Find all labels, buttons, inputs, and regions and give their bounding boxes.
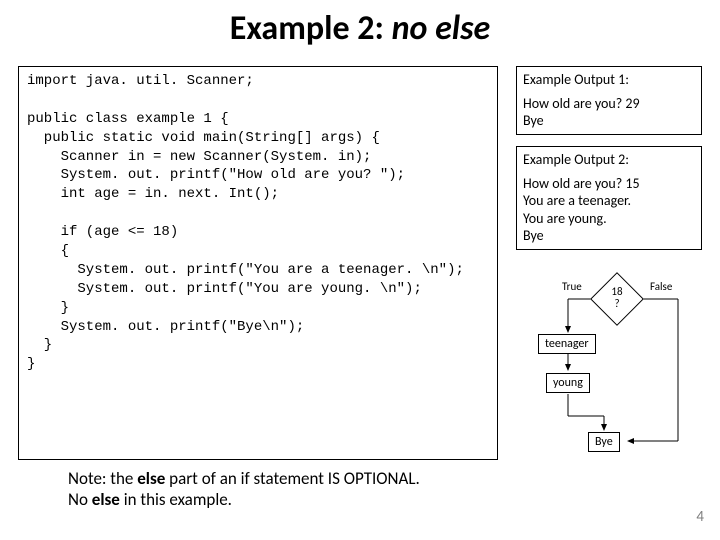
- true-label: True: [562, 280, 582, 293]
- slide-title: Example 2: no else: [0, 0, 720, 55]
- note-bold: else: [137, 468, 165, 489]
- output1-line: How old are you? 29: [523, 95, 695, 113]
- output1-label: Example Output 1:: [523, 71, 695, 89]
- output2-label: Example Output 2:: [523, 151, 695, 169]
- output2-line: How old are you? 15: [523, 175, 695, 193]
- output-box-1: Example Output 1: How old are you? 29 By…: [516, 66, 702, 135]
- note-text: part of an if statement IS OPTIONAL.: [165, 468, 419, 489]
- title-italic: no else: [392, 8, 491, 49]
- output2-line: Bye: [523, 227, 695, 245]
- note-text: in this example.: [120, 489, 232, 510]
- node-bye: Bye: [588, 432, 620, 452]
- footer-note: Note: the else part of an if statement I…: [68, 468, 568, 511]
- cond-bot: ?: [614, 297, 619, 310]
- note-text: Note: the: [68, 468, 137, 489]
- note-bold: else: [92, 489, 120, 510]
- node-teenager: teenager: [538, 334, 596, 354]
- slide-number: 4: [696, 508, 704, 526]
- code-box: import java. util. Scanner; public class…: [18, 66, 498, 460]
- output2-line: You are young.: [523, 210, 695, 228]
- false-label: False: [650, 280, 672, 293]
- node-young: young: [546, 373, 590, 393]
- note-text: No: [68, 489, 92, 510]
- output1-line: Bye: [523, 112, 695, 130]
- output2-line: You are a teenager.: [523, 192, 695, 210]
- decision-label: 18 ?: [598, 286, 636, 309]
- output-box-2: Example Output 2: How old are you? 15 Yo…: [516, 146, 702, 250]
- title-prefix: Example 2:: [230, 8, 392, 49]
- flowchart: 18 ? True False teenager young Bye: [526, 276, 706, 486]
